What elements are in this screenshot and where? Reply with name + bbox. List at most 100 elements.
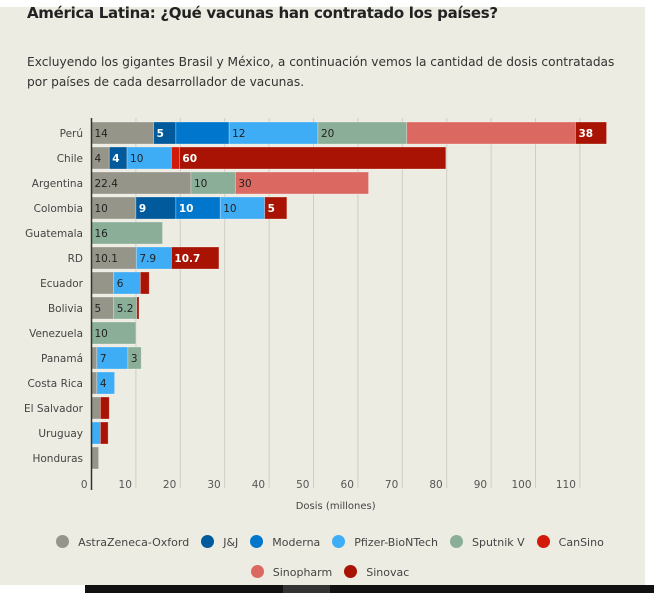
data-label: 4 [95,153,102,165]
category-label: Honduras [32,453,83,465]
x-tick-label: 10 [119,479,132,491]
category-label: RD [68,253,83,265]
x-tick-label: 70 [385,479,398,491]
x-axis-label: Dosis (millones) [296,501,376,512]
x-tick-label: 50 [296,479,309,491]
legend-item[interactable]: Sputnik V [450,528,525,558]
bottom-bar [85,585,654,593]
legend-item[interactable]: Moderna [250,528,320,558]
legend-item[interactable]: Pfizer-BioNTech [332,528,438,558]
data-label: 10.7 [174,253,200,265]
data-label: 4 [112,153,119,165]
x-tick-label: 0 [81,479,88,491]
legend-label: J&J [223,536,239,549]
legend-label: AstraZeneca-Oxford [78,536,190,549]
legend-label: Moderna [272,536,321,549]
bar-segment [136,296,140,320]
category-label: Panamá [41,353,83,365]
legend-dot-icon [56,535,70,548]
data-label: 16 [95,228,109,240]
legend-item[interactable]: Sinopharm [250,558,333,588]
x-tick-label: 90 [474,479,487,491]
data-label: 7 [100,353,107,365]
bar-segment [127,346,142,370]
legend-dot-icon [450,535,463,548]
data-label: 7.9 [139,253,156,265]
data-label: 22.4 [95,178,119,190]
category-label: Perú [60,128,83,140]
category-label: Colombia [34,203,83,215]
chart-subtitle: Excluyendo los gigantes Brasil y México,… [27,55,615,89]
legend-item[interactable]: AstraZeneca-Oxford [56,528,189,558]
legend-item[interactable]: CanSino [536,528,604,558]
category-label: Venezuela [29,328,83,340]
category-label: Uruguay [38,428,83,440]
x-tick-label: 100 [511,479,531,491]
data-label: 30 [238,178,251,190]
chart-panel [0,7,645,585]
category-label: Ecuador [40,278,84,290]
data-label: 38 [578,128,593,140]
category-label: Bolivia [48,303,83,315]
x-tick-label: 40 [252,479,265,491]
legend-label: Pfizer-BioNTech [354,536,438,549]
data-label: 14 [95,128,109,140]
legend-dot-icon [250,565,264,578]
legend-label: CanSino [558,536,604,549]
x-tick-label: 110 [556,479,576,491]
category-label: Guatemala [25,228,83,240]
chart-title: América Latina: ¿Qué vacunas han contrat… [27,4,498,22]
data-label: 5 [268,203,275,215]
bar-segment [91,421,101,445]
data-label: 5 [157,128,164,140]
data-label: 4 [100,378,107,390]
data-label: 20 [321,128,334,140]
category-label: El Salvador [24,403,84,415]
bar-segment [406,121,576,145]
legend: AstraZeneca-Oxford J&J Moderna Pfizer-BioNT… [40,528,620,588]
bar-segment [190,171,236,195]
x-tick-label: 20 [163,479,176,491]
x-tick-label: 80 [429,479,442,491]
data-label: 10 [95,203,108,215]
data-label: 5.2 [117,303,134,315]
data-label: 10 [95,328,108,340]
x-tick-label: 60 [341,479,354,491]
bar-segment [234,171,369,195]
bar-segment [96,371,115,395]
bar-segment [99,421,109,445]
legend-item[interactable]: J&J [201,528,238,558]
category-label: Costa Rica [27,378,83,390]
data-label: 3 [131,353,138,365]
data-label: 5 [95,303,102,315]
bar-segment [135,196,177,220]
bar-segment [139,271,150,295]
x-tick-label: 30 [207,479,220,491]
data-label: 12 [232,128,245,140]
legend-label: Sputnik V [472,536,525,549]
legend-dot-icon [536,535,550,548]
bar-segment [175,121,230,145]
bar-segment [99,396,110,420]
bar-segment [575,121,607,145]
data-label: 10 [194,178,207,190]
data-label: 10 [179,203,194,215]
data-label: 9 [139,203,146,215]
data-label: 10 [223,203,236,215]
legend-item[interactable]: Sinovac [344,558,409,588]
bar-segment [264,196,288,220]
legend-dot-icon [344,565,358,578]
bar-segment [91,446,100,470]
bar-segment [91,396,101,420]
bar-segment [171,146,180,170]
bar-segment [171,246,220,270]
scrollbar-thumb[interactable] [283,585,330,593]
bar-segment [179,146,447,170]
data-label: 6 [117,278,124,290]
category-label: Argentina [32,178,83,190]
bar-segment [91,371,98,395]
data-label: 10 [130,153,143,165]
legend-label: Sinopharm [272,566,333,579]
category-label: Chile [57,153,83,165]
